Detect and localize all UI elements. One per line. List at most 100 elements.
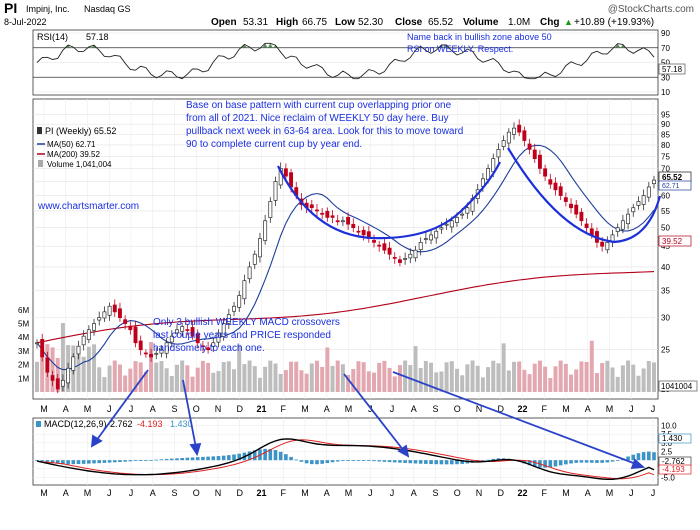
macd-histogram-bar (548, 460, 553, 468)
price-tick-label: 25 (661, 346, 670, 355)
price-annotation-top: Base on base pattern with current cup ov… (186, 100, 463, 150)
candle-body (325, 210, 330, 218)
chg-label: Chg (540, 17, 559, 28)
macd-histogram-bar (138, 460, 143, 461)
candle-body (641, 195, 646, 205)
x-axis-label: J (390, 404, 395, 414)
macd-histogram-bar (252, 450, 257, 461)
volume-bar (35, 361, 39, 392)
macd-histogram-bar (584, 460, 589, 463)
volume-tick-label: 3M (18, 347, 29, 356)
volume-bar (631, 364, 636, 392)
volume-bar (190, 376, 195, 392)
cup-curve-2021 (277, 161, 501, 240)
macd-histogram-bar (35, 460, 39, 461)
macd-tick-label: 10.0 (661, 421, 677, 430)
macd-histogram-bar (50, 460, 55, 463)
candle-body (361, 229, 366, 236)
candle-body (460, 213, 465, 216)
macd-histogram-bar (647, 451, 651, 461)
volume-bar (252, 366, 257, 392)
price-axis-ticks: 95908580757065605550454035302520 (661, 111, 670, 394)
volume-bar (501, 343, 506, 392)
candle-body (449, 220, 454, 228)
candle-body (532, 149, 537, 160)
x-axis-label: F (281, 488, 287, 498)
legend-ma50: MA(50) 62.71 (47, 140, 96, 149)
candle-body (71, 356, 76, 371)
candle-body (646, 186, 651, 198)
volume-bar (309, 363, 314, 392)
price-tick-label: 70 (661, 164, 670, 173)
price-annotation-bottom: Only 3 bullish WEEKLY MACD crossovers la… (153, 317, 340, 354)
price-tick-label: 80 (661, 141, 670, 150)
macd-histogram-bar (429, 460, 433, 465)
candle-body (81, 335, 86, 346)
macd-histogram-bar (439, 460, 444, 465)
x-axis-label: M (301, 488, 309, 498)
annotation-bottom-line-1: Only 3 bullish WEEKLY MACD crossovers (153, 317, 340, 328)
macd-histogram-bar (268, 449, 273, 461)
volume-bar (413, 346, 418, 392)
macd-histogram-bar (382, 460, 387, 462)
macd-histogram-bar (610, 460, 615, 462)
volume-bar (174, 364, 179, 392)
candle-body (589, 228, 594, 236)
candle-body (377, 244, 382, 247)
volume-bar (522, 369, 527, 392)
macd-histogram-bar (81, 460, 86, 464)
candle-body (118, 308, 122, 318)
volume-bar (646, 361, 651, 392)
macd-histogram-bar (263, 448, 267, 461)
volume-bar (454, 368, 459, 392)
candle-body (289, 172, 294, 188)
volume-bar (289, 361, 294, 392)
volume-bar (211, 372, 216, 392)
price-tick-label: 90 (661, 120, 670, 129)
volume-bar (512, 361, 517, 392)
rsi-label: RSI(14) (37, 32, 68, 42)
website-link[interactable]: www.chartsmarter.com (37, 201, 139, 212)
volume-bar (574, 369, 579, 392)
open-value: 53.31 (243, 17, 268, 28)
x-axis-label: M (562, 404, 570, 414)
macd-histogram-bar (532, 460, 537, 467)
x-axis-label: M (40, 488, 48, 498)
volume-bar (527, 374, 532, 392)
macd-histogram-bar (631, 454, 636, 461)
candle-body (169, 335, 174, 343)
candle-body (138, 340, 143, 351)
macd-histogram-bar (372, 460, 376, 462)
macd-histogram-bar (398, 460, 402, 463)
rsi-annotation-line-1: Name back in bullish zone above 50 (407, 32, 552, 42)
volume-tick-label: 1M (18, 374, 29, 383)
x-axis-label: S (171, 404, 177, 414)
price-tick-label: 95 (661, 111, 670, 120)
macd-histogram-bar (341, 460, 345, 461)
macd-histogram-bar (579, 460, 584, 463)
badge-hist-frame (658, 433, 692, 444)
macd-histogram-bar (553, 460, 558, 467)
macd-histogram-bar (61, 460, 65, 465)
x-axis-labels-bottom: M A M J J A S O N D 21 F M A M J J A S O N D 22 F M A M J J (40, 488, 655, 498)
legend-volume-swatch (38, 160, 43, 167)
volume-bar (60, 323, 65, 392)
volume-bar (112, 360, 117, 392)
candle-body (455, 217, 459, 223)
ma50-line (36, 144, 655, 371)
candle-body (620, 220, 625, 230)
volume-bar (434, 372, 439, 392)
macd-histogram-bar (335, 460, 340, 462)
macd-histogram-bar (102, 460, 107, 463)
badge-ma50: 62.71 (662, 183, 680, 190)
badge-signal: -4.193 (662, 465, 685, 474)
x-axis-label: O (193, 488, 200, 498)
volume-bar (180, 360, 185, 392)
candle-body (221, 323, 226, 337)
volume-bar (449, 361, 454, 392)
x-axis-label: A (585, 404, 591, 414)
price-tick-label: 40 (661, 263, 670, 272)
candle-body (579, 211, 584, 222)
price-tick-label: 35 (661, 286, 670, 295)
candle-body (403, 258, 408, 260)
